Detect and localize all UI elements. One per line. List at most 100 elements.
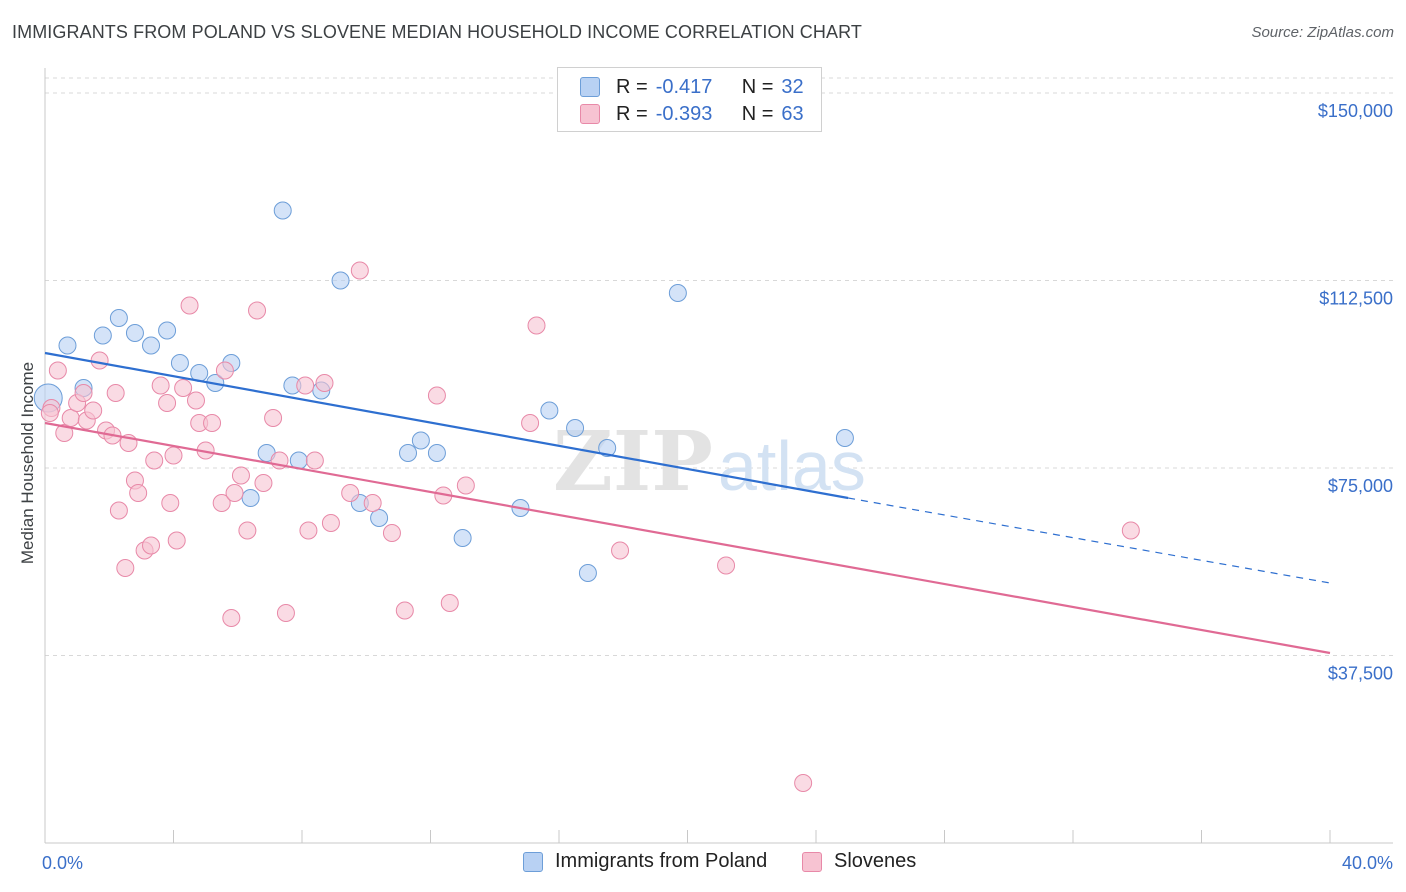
- slovene-point: [248, 301, 267, 320]
- slovene-point: [611, 541, 630, 560]
- slovene-point: [151, 376, 170, 395]
- slovene-point: [382, 524, 401, 542]
- poland-point: [427, 444, 446, 462]
- poland-point: [399, 444, 418, 462]
- slovene-point: [212, 494, 231, 512]
- poland-point: [411, 431, 430, 450]
- poland-point: [370, 509, 389, 527]
- poland-points: [33, 201, 854, 582]
- slovene-point: [296, 376, 315, 395]
- poland-point: [125, 324, 144, 342]
- slovene-point: [84, 401, 103, 420]
- slovene-point: [521, 414, 540, 432]
- slovene-point: [238, 521, 257, 540]
- legend-n-label: N =: [741, 102, 774, 125]
- slovene-point: [254, 474, 273, 492]
- legend-n-value-poland: 32: [781, 75, 804, 98]
- poland-point: [331, 271, 350, 290]
- slovene-point: [456, 476, 475, 495]
- slovene-point: [1121, 521, 1140, 540]
- slovene-point: [145, 451, 164, 470]
- slovene-point: [299, 521, 318, 540]
- legend-r-label: R =: [616, 102, 648, 125]
- poland-point: [835, 429, 854, 447]
- slovene-point: [142, 536, 161, 555]
- bottom-swatch-slovenes: [802, 851, 822, 872]
- poland-point: [578, 564, 597, 582]
- slovene-point: [174, 379, 193, 397]
- poland-point: [158, 321, 177, 340]
- poland-trend-line: [44, 351, 849, 500]
- legend-row-poland: R = -0.417 N = 32: [580, 73, 804, 101]
- slovene-point: [315, 374, 334, 392]
- source-credit: Source: ZipAtlas.com: [1251, 24, 1394, 41]
- slovene-point: [264, 409, 283, 427]
- legend-r-label: R =: [616, 75, 648, 98]
- legend-swatch-slovenes: [580, 104, 600, 124]
- slovene-point: [109, 501, 128, 520]
- poland-point: [668, 284, 687, 302]
- x-tick-label-start: 0.0%: [42, 853, 83, 873]
- bottom-legend-label-poland: Immigrants from Poland: [555, 850, 768, 872]
- slovene-points: [40, 261, 1140, 792]
- slovene-point: [180, 296, 199, 315]
- slovene-point: [48, 361, 67, 380]
- poland-point: [58, 336, 77, 355]
- y-tick-label: $150,000: [1318, 101, 1393, 121]
- slovene-point: [363, 494, 382, 512]
- legend-swatch-poland: [580, 77, 600, 97]
- poland-point: [142, 336, 161, 355]
- x-tick-label-end: 40.0%: [1342, 853, 1393, 873]
- poland-point: [453, 529, 472, 547]
- poland-point: [598, 439, 617, 457]
- slovene-point: [158, 394, 177, 412]
- y-tick-label: $37,500: [1328, 664, 1393, 684]
- axes-layer: $37,500 $75,000 $112,500 $150,000: [44, 68, 1393, 844]
- slovene-point: [794, 774, 813, 792]
- legend-n-value-slovenes: 63: [781, 102, 804, 125]
- slovene-point: [203, 414, 222, 432]
- slovene-point: [40, 404, 59, 422]
- legend-n-label: N =: [741, 75, 774, 98]
- slovene-point: [527, 316, 546, 335]
- correlation-legend: R = -0.417 N = 32 R = -0.393 N = 63: [557, 67, 822, 132]
- y-tick-label: $75,000: [1328, 476, 1393, 496]
- bottom-legend-label-slovenes: Slovenes: [834, 850, 917, 872]
- slovene-point: [129, 484, 148, 502]
- poland-point: [93, 326, 112, 345]
- slovene-point: [186, 391, 205, 410]
- slovene-trend-line: [44, 421, 1331, 655]
- legend-row-slovenes: R = -0.393 N = 63: [580, 100, 804, 128]
- watermark: ZIP atlas: [553, 414, 866, 510]
- slovene-point: [74, 384, 93, 402]
- slovene-point: [305, 451, 324, 470]
- slovene-point: [440, 594, 459, 612]
- slovene-point: [427, 386, 446, 405]
- legend-r-value-poland: -0.417: [655, 75, 713, 98]
- slovene-point: [164, 446, 183, 465]
- y-tick-label: $112,500: [1319, 289, 1393, 309]
- slovene-point: [231, 466, 250, 485]
- trend-layer: [44, 351, 1331, 655]
- bottom-legend-slovenes: Slovenes: [802, 850, 916, 873]
- poland-point: [170, 354, 189, 372]
- slovene-point: [321, 514, 340, 532]
- chart-title: IMMIGRANTS FROM POLAND VS SLOVENE MEDIAN…: [12, 22, 862, 42]
- slovene-point: [61, 409, 80, 427]
- slovene-point: [167, 531, 186, 550]
- slovene-point: [395, 601, 414, 620]
- poland-point: [109, 309, 128, 327]
- slovene-point: [90, 351, 109, 370]
- poland-point: [241, 489, 260, 507]
- bottom-swatch-poland: [523, 851, 543, 872]
- poland-point: [540, 401, 559, 420]
- slovene-point: [222, 609, 241, 627]
- poland-point: [566, 419, 585, 437]
- slovene-point: [276, 604, 295, 622]
- slovene-point: [350, 261, 369, 280]
- slovene-point: [55, 424, 74, 442]
- y-axis-label: Median Household Income: [18, 362, 37, 564]
- slovene-point: [106, 384, 125, 402]
- slovene-point: [717, 556, 736, 575]
